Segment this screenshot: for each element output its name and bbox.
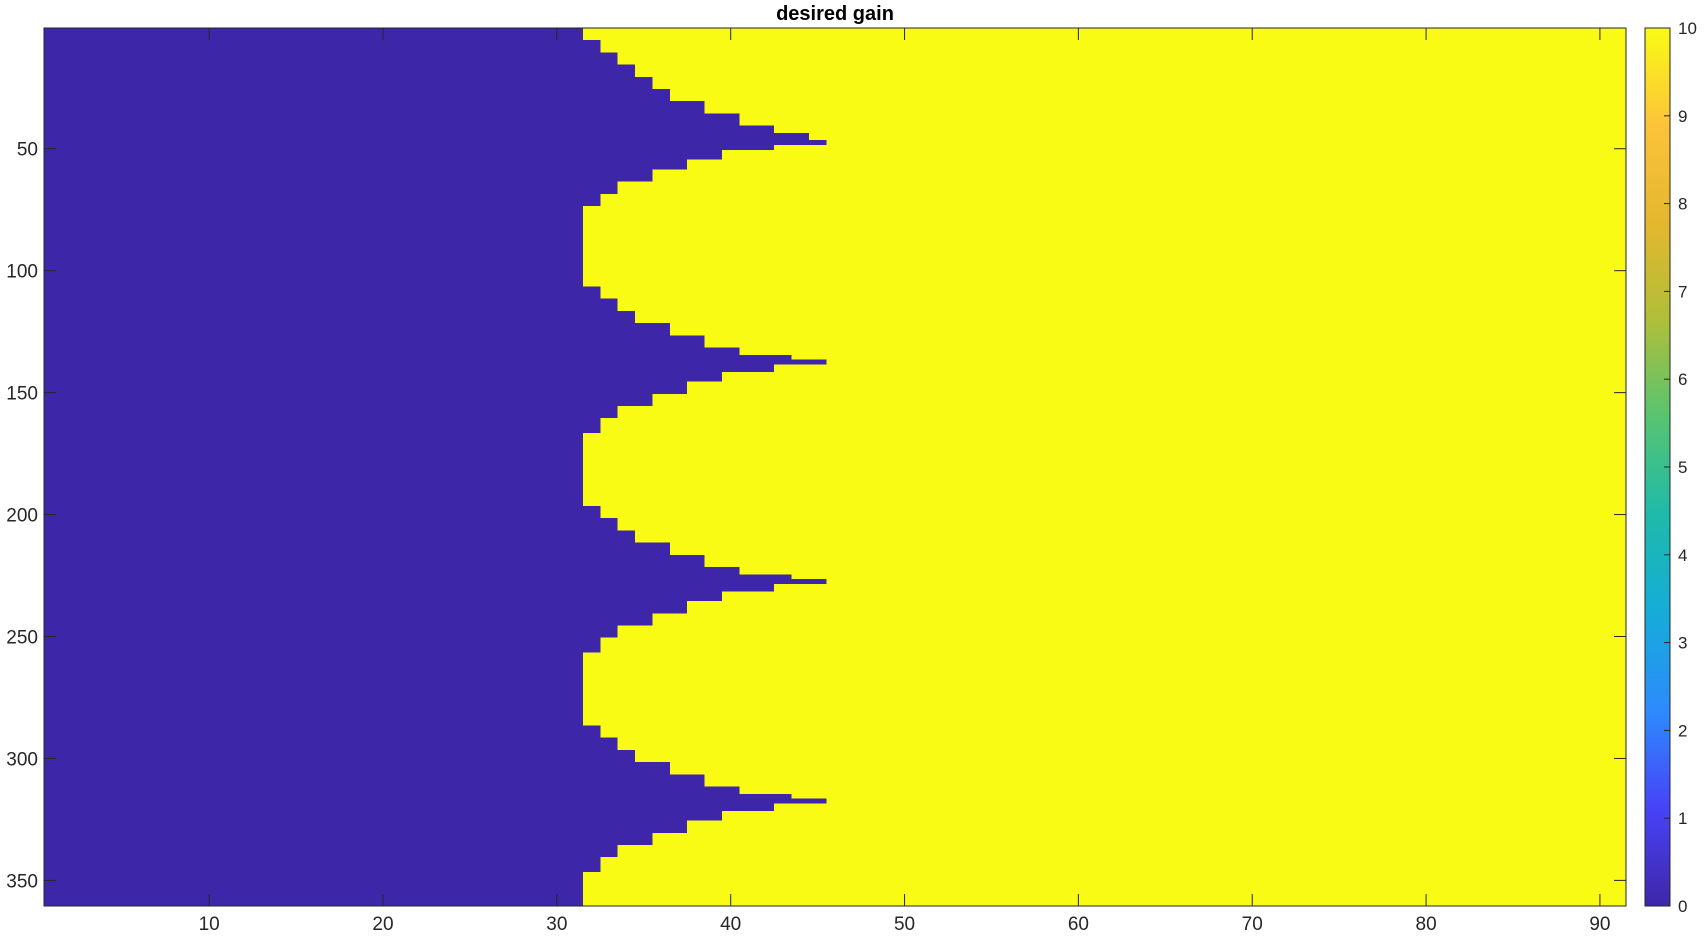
colorbar-tick-label: 4: [1678, 546, 1687, 565]
colorbar-tick-label: 2: [1678, 721, 1687, 740]
x-tick-label: 30: [546, 914, 567, 935]
heatmap-low-region: [44, 28, 827, 906]
y-tick-label: 150: [6, 384, 38, 405]
colorbar: 0 1 2 3 4 5 6 7 8 9 10: [1644, 19, 1697, 916]
colorbar-tick-label: 10: [1678, 19, 1697, 38]
colorbar-tick-label: 0: [1678, 897, 1687, 916]
x-tick-label: 50: [894, 914, 915, 935]
chart-title: desired gain: [776, 3, 894, 25]
colorbar-tick-label: 1: [1678, 809, 1687, 828]
x-tick-label: 80: [1416, 914, 1437, 935]
y-tick-label: 250: [6, 628, 38, 649]
x-tick-label: 70: [1242, 914, 1263, 935]
x-tick-label: 10: [199, 914, 220, 935]
y-tick-label: 200: [6, 506, 38, 527]
y-tick-label: 100: [6, 262, 38, 283]
x-tick-label: 20: [372, 914, 393, 935]
y-axis: 50 100 150 200 250 300 350: [6, 140, 1626, 892]
x-axis: 10 20 30 40 50 60 70 80 90: [199, 28, 1610, 935]
heatmap-plot-area: [44, 28, 1626, 906]
x-tick-label: 90: [1589, 914, 1610, 935]
y-tick-label: 350: [6, 871, 38, 892]
colorbar-tick-label: 5: [1678, 458, 1687, 477]
colorbar-tick-label: 9: [1678, 107, 1687, 126]
colorbar-ticks: 0 1 2 3 4 5 6 7 8 9 10: [1664, 19, 1697, 916]
axes-box: [43, 27, 1627, 907]
colorbar-tick-label: 8: [1678, 195, 1687, 214]
colorbar-tick-label: 7: [1678, 282, 1687, 301]
y-tick-label: 50: [17, 140, 38, 161]
colorbar-tick-label: 6: [1678, 370, 1687, 389]
x-tick-label: 40: [720, 914, 741, 935]
y-tick-label: 300: [6, 749, 38, 770]
colorbar-tick-label: 3: [1678, 634, 1687, 653]
x-tick-label: 60: [1068, 914, 1089, 935]
